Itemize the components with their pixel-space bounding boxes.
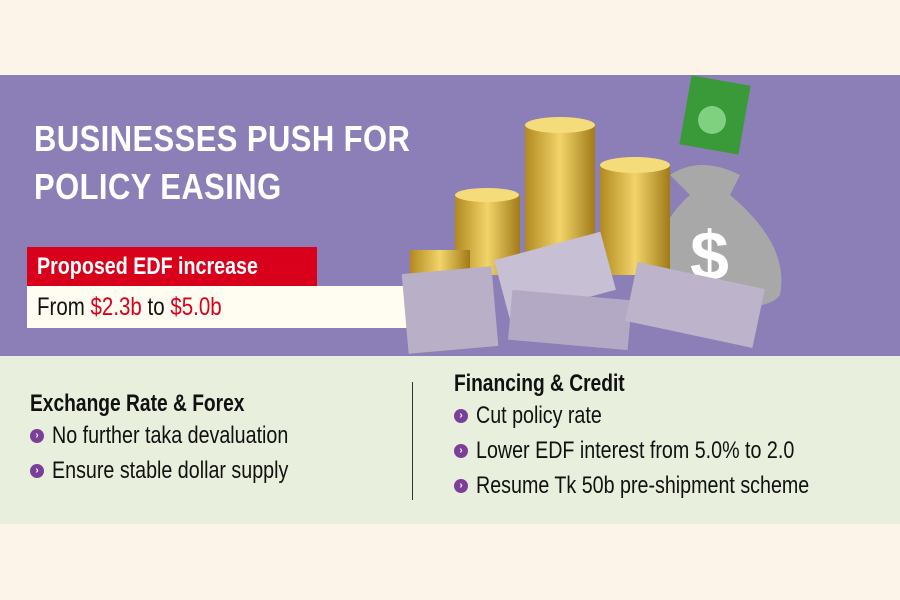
chevron-bullet-icon: › [454,408,468,423]
from-value: $2.3b [90,293,142,321]
chevron-bullet-icon: › [454,478,468,493]
edf-label: Proposed EDF increase [27,247,317,286]
item-text: Resume Tk 50b pre-shipment scheme [476,471,810,499]
title-line-1: BUSINESSES PUSH FOR [34,118,411,159]
edf-label-text: Proposed EDF increase [37,253,258,280]
demands-section: Exchange Rate & Forex › No further taka d… [0,356,900,524]
exchange-heading: Exchange Rate & Forex [30,390,245,417]
page-title: BUSINESSES PUSH FOR POLICY EASING [34,115,410,211]
financing-heading: Financing & Credit [454,370,625,397]
to-value: $5.0b [170,293,222,321]
taka-notes-icon [401,231,765,354]
list-item: › Cut policy rate [454,398,882,433]
item-text: Ensure stable dollar supply [52,456,289,484]
chevron-bullet-icon: › [30,463,44,478]
list-item: › Resume Tk 50b pre-shipment scheme [454,468,882,503]
item-text: Lower EDF interest from 5.0% to 2.0 [476,436,795,464]
chevron-bullet-icon: › [30,428,44,443]
from-word: From [37,293,85,321]
exchange-column: Exchange Rate & Forex › No further taka d… [30,390,340,488]
list-item: › Ensure stable dollar supply [30,453,340,488]
chevron-bullet-icon: › [454,443,468,458]
dollar-bill-icon [679,75,751,155]
edf-value: From $2.3b to $5.0b [27,286,417,328]
item-text: No further taka devaluation [52,421,289,449]
financing-column: Financing & Credit › Cut policy rate › Low… [454,370,882,503]
list-item: › Lower EDF interest from 5.0% to 2.0 [454,433,882,468]
banner: BUSINESSES PUSH FOR POLICY EASING Propos… [0,75,900,356]
divider [412,382,413,500]
item-text: Cut policy rate [476,401,602,429]
title-line-2: POLICY EASING [34,166,282,207]
to-word: to [147,293,165,321]
list-item: › No further taka devaluation [30,418,340,453]
money-illustration: $ [401,75,782,354]
